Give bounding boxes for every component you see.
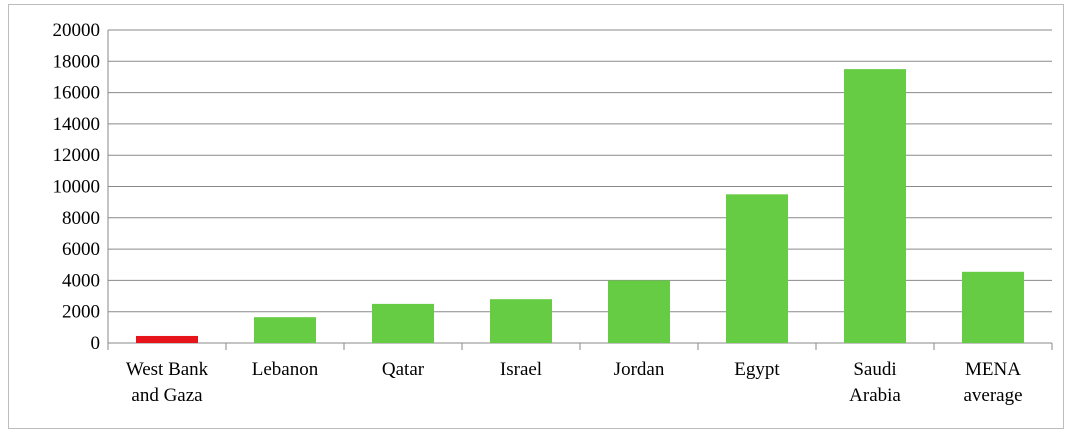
y-tick-label: 10000 [53, 177, 101, 198]
bar [254, 317, 316, 343]
bar [490, 299, 552, 343]
y-tick-label: 20000 [53, 20, 101, 41]
y-tick-label: 8000 [62, 208, 100, 229]
x-tick-label: Jordan [614, 359, 665, 380]
bar [962, 271, 1024, 343]
bar [136, 335, 198, 343]
x-tick-label: Egypt [734, 359, 780, 380]
y-tick-label: 14000 [53, 114, 101, 135]
y-tick-label: 6000 [62, 239, 100, 260]
bar [608, 280, 670, 343]
x-tick-label: Saudi Arabia [849, 359, 901, 406]
bar [372, 303, 434, 343]
bar [844, 69, 906, 343]
x-tick-label: West Bank and Gaza [126, 359, 209, 406]
bar [726, 194, 788, 343]
x-tick-label: Lebanon [252, 359, 319, 380]
x-tick-label: Qatar [382, 359, 425, 380]
y-tick-label: 4000 [62, 270, 100, 291]
y-tick-label: 2000 [62, 302, 100, 323]
x-tick-label: MENA average [963, 359, 1022, 406]
y-tick-label: 18000 [53, 51, 101, 72]
y-tick-label: 0 [91, 333, 101, 354]
x-tick-label: Israel [500, 359, 542, 380]
y-tick-label: 12000 [53, 145, 101, 166]
y-tick-label: 16000 [53, 83, 101, 104]
